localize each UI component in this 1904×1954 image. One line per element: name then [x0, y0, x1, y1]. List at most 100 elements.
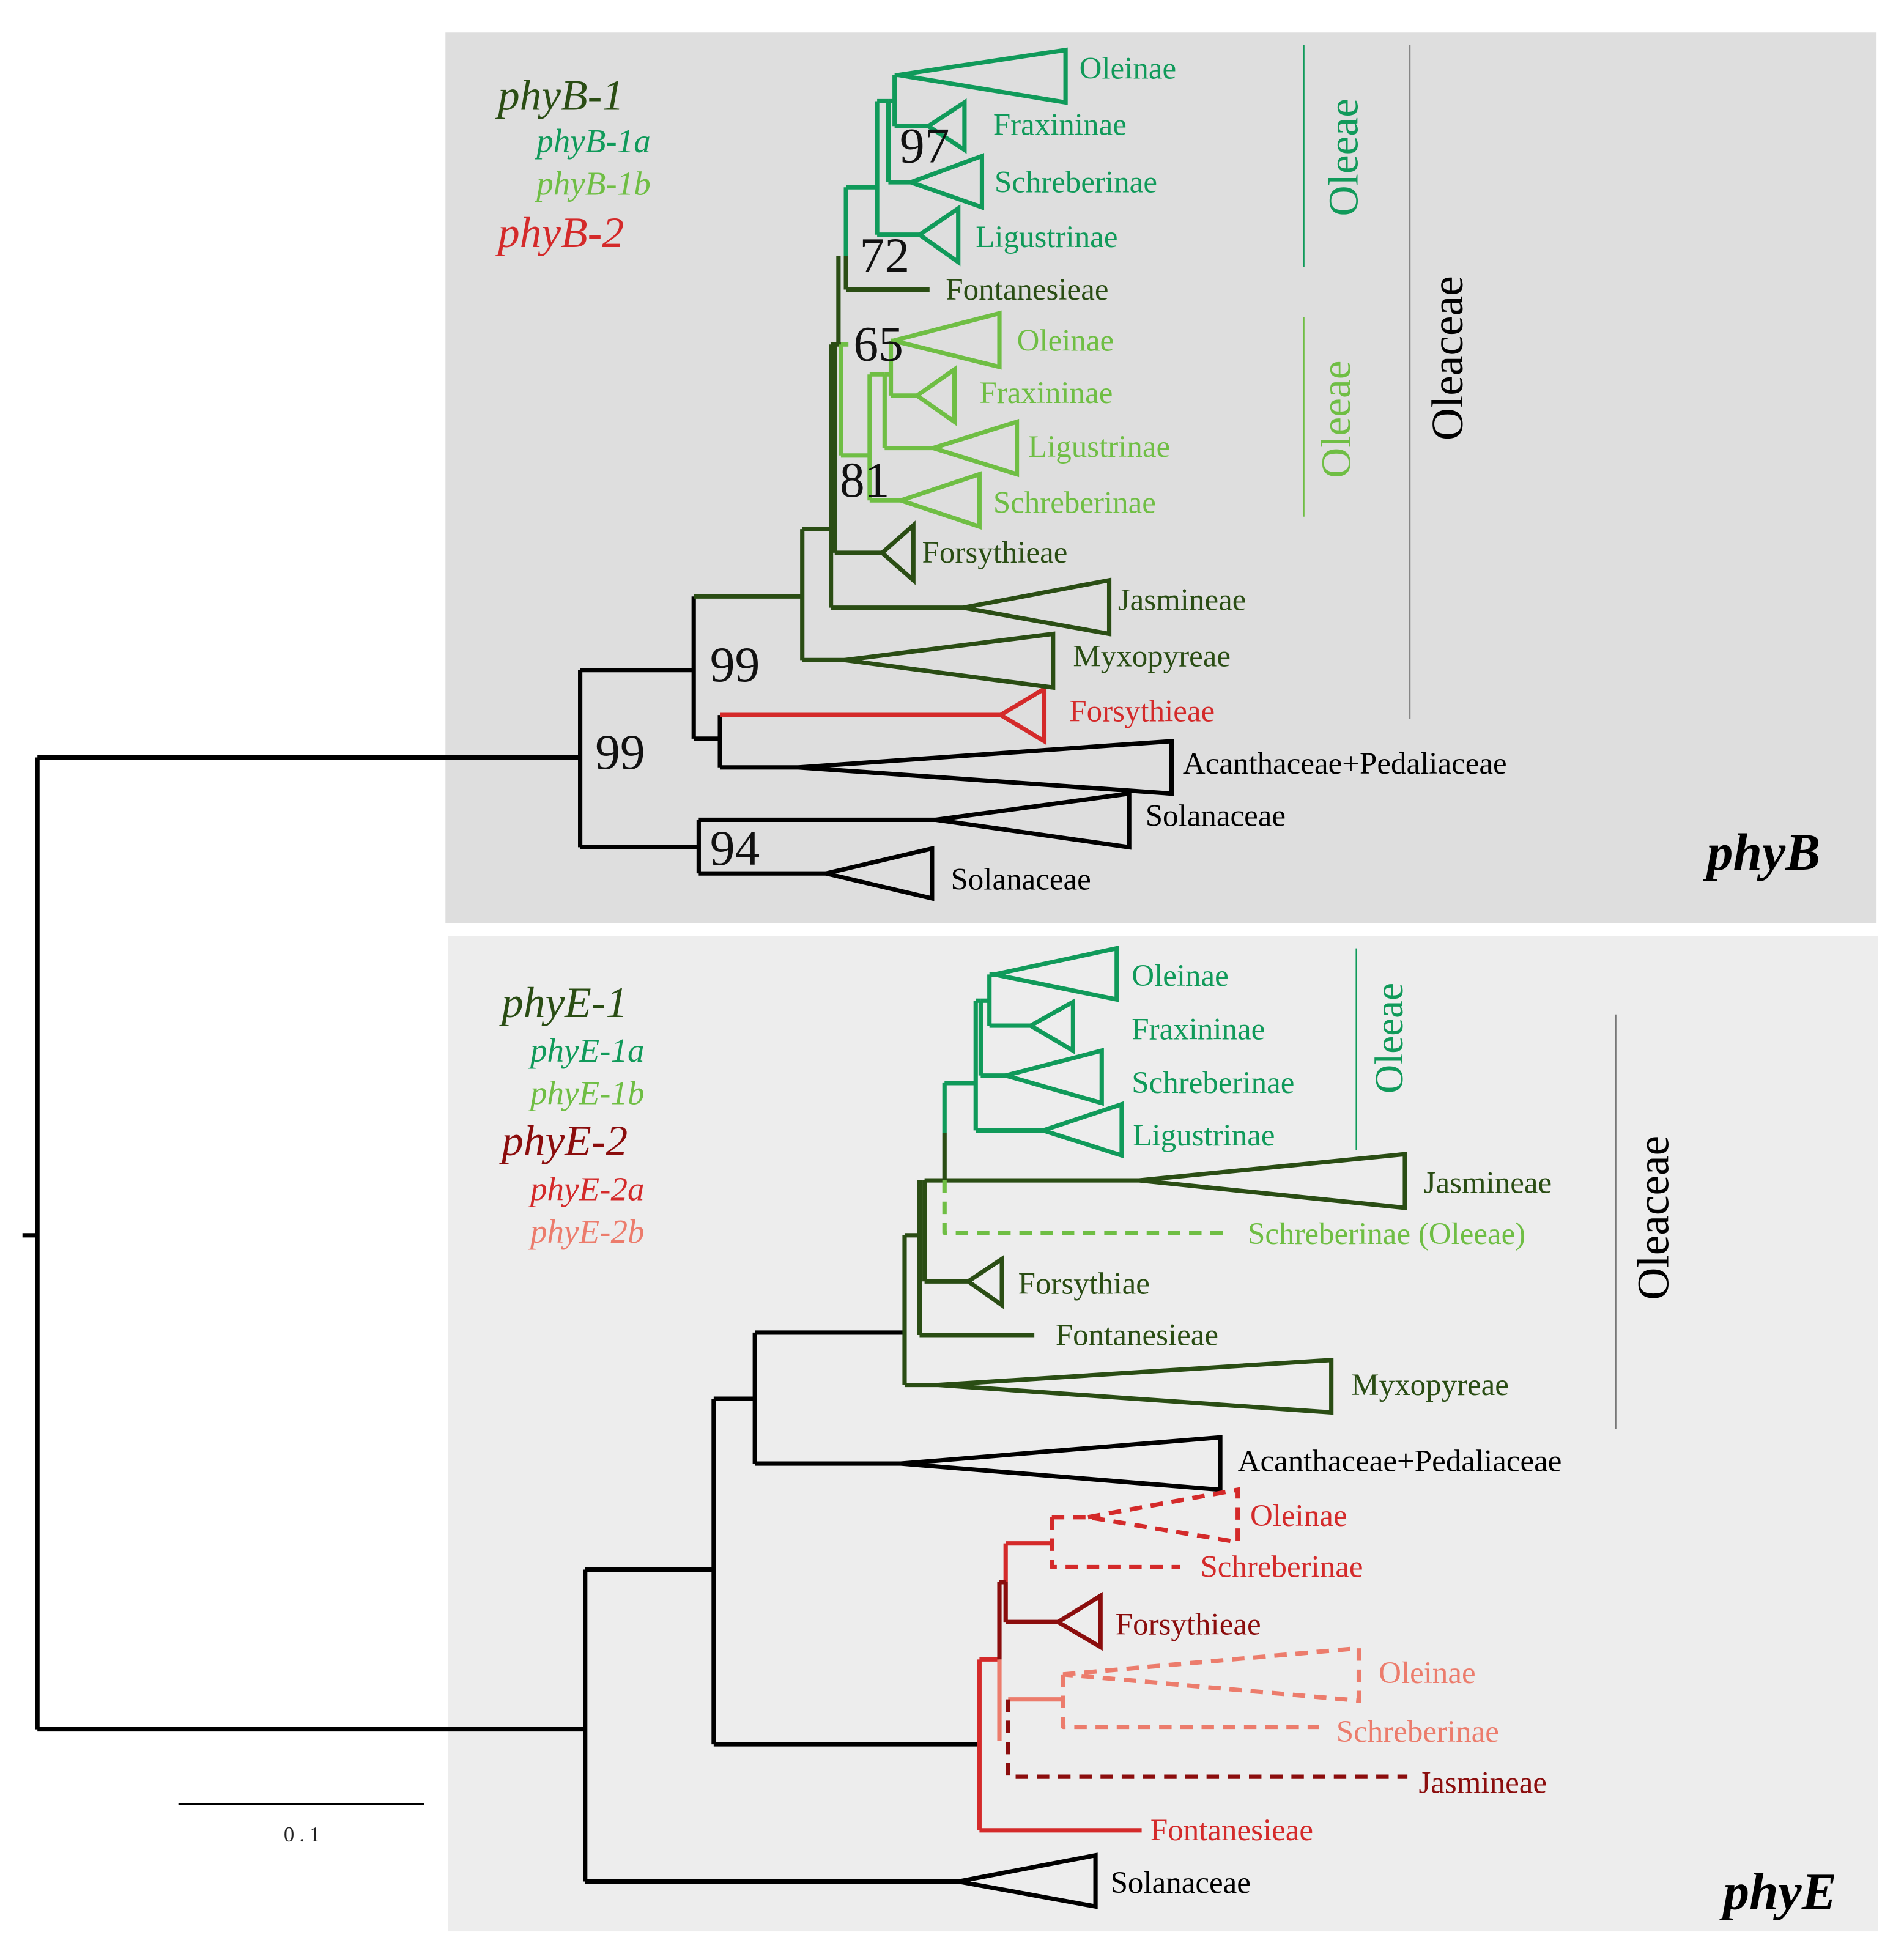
bootstrap-65: 65	[853, 316, 903, 372]
phyB-1-branches	[694, 256, 963, 662]
tip-jasmineae-b: Jasmineae	[1118, 583, 1246, 618]
jasmineae-triangle	[963, 577, 1112, 637]
legend-phyB-1a: phyB-1a	[534, 122, 651, 160]
tip-forsythieae-b2: Forsythieae	[1069, 694, 1215, 728]
schreberinae-triangle-e1a	[997, 1048, 1104, 1106]
legend-phyE-2a: phyE-2a	[528, 1171, 645, 1208]
ligustrinae-triangle-b1b	[925, 418, 1020, 478]
legend-phyE-2: phyE-2	[498, 1117, 628, 1165]
tip-oleinae-e1a: Oleinae	[1132, 959, 1229, 993]
tip-fontanesieae-e1: Fontanesieae	[1056, 1318, 1218, 1352]
phyE-black-triangles	[900, 1435, 1223, 1909]
tip-fraxininae-b1a: Fraxininae	[993, 108, 1127, 142]
fraxininae-triangle-b1a	[924, 98, 967, 154]
tip-ligustrinae-b1a: Ligustrinae	[976, 220, 1117, 254]
phyE-2a-dashed-branches	[1050, 1515, 1180, 1569]
bootstrap-94: 94	[710, 820, 760, 876]
tip-fraxininae-e1a: Fraxininae	[1132, 1012, 1265, 1046]
phyB-1a-branches	[843, 73, 928, 256]
phyB-panel-background	[445, 32, 1877, 923]
bootstrap-99-a: 99	[710, 637, 760, 692]
tip-acanthaceae-b: Acanthaceae+Pedaliaceae	[1183, 747, 1507, 781]
tip-schreberinae-e2a: Schreberinae	[1200, 1550, 1363, 1585]
phyE-2-dark-branches	[997, 1580, 1058, 1660]
phyE-panel-title: phyE	[1719, 1862, 1837, 1920]
phyB-1a-triangles	[898, 47, 1068, 267]
tip-ligustrinae-e1a: Ligustrinae	[1133, 1119, 1275, 1153]
schreberinae-triangle-b1a	[904, 153, 985, 210]
root-branches	[22, 755, 585, 1732]
phyE-2-branches	[977, 1541, 1142, 1833]
bootstrap-97: 97	[900, 117, 950, 173]
oleeae-bracket-label-e: Oleeae	[1368, 983, 1412, 1094]
tip-jasmineae-e1: Jasmineae	[1424, 1166, 1552, 1200]
jasmineae-dashed-branch-e2	[1006, 1699, 1408, 1779]
oleeae-bracket-label-b1b: Oleeae	[1313, 360, 1360, 478]
phyE-panel-background	[448, 936, 1878, 1932]
legend-phyB-2: phyB-2	[495, 209, 624, 257]
phyE-1b-dashed-branch	[942, 1180, 1229, 1235]
scale-bar: 0.1	[178, 1802, 424, 1846]
tip-fontanesieae-b: Fontanesieae	[946, 273, 1108, 307]
tip-forsythieae-b1: Forsythieae	[922, 536, 1068, 570]
schreberinae-triangle-b1b	[894, 471, 982, 530]
oleinae-triangle-e2a	[1087, 1487, 1240, 1545]
forsythieae-triangle-e2	[1053, 1591, 1103, 1651]
acanthaceae-triangle-e	[900, 1435, 1223, 1492]
bootstrap-72: 72	[860, 228, 910, 283]
phyE-black-branches	[583, 1330, 980, 1884]
tip-schreberinae-b1b: Schreberinae	[993, 486, 1156, 520]
tip-fontanesieae-e2: Fontanesieae	[1150, 1813, 1313, 1848]
tip-schreberinae-e1a: Schreberinae	[1132, 1066, 1294, 1100]
oleinae-triangle-e2b	[1062, 1646, 1361, 1703]
tip-solanaceae-e: Solanaceae	[1111, 1866, 1251, 1900]
tip-forsythiae-e1: Forsythiae	[1018, 1267, 1150, 1301]
oleinae-triangle-e1a	[994, 946, 1119, 1002]
tip-oleinae-b1a: Oleinae	[1080, 52, 1177, 86]
oleinae-triangle-b1a	[898, 47, 1068, 105]
oleinae-triangle-b1b	[892, 310, 1002, 370]
myxopyreae-triangle	[844, 631, 1056, 690]
phyE-1a-triangles	[994, 946, 1124, 1159]
phyB2-forsythieae-triangle	[996, 684, 1047, 746]
tip-jasmineae-e2: Jasmineae	[1418, 1766, 1547, 1800]
tip-fraxininae-b1b: Fraxininae	[979, 376, 1113, 410]
tip-oleinae-e2a: Oleinae	[1250, 1499, 1347, 1533]
tip-myxopyreae-b: Myxopyreae	[1073, 640, 1231, 674]
oleaceae-bracket-label-b: Oleaceae	[1423, 276, 1472, 440]
tip-ligustrinae-b1b: Ligustrinae	[1028, 430, 1170, 464]
tip-schreberinae-b1a: Schreberinae	[995, 165, 1157, 199]
scale-bar-label: 0.1	[284, 1823, 325, 1846]
tip-myxopyreae-e1: Myxopyreae	[1351, 1368, 1509, 1402]
phyB-1b-triangles	[892, 310, 1020, 530]
solanaceae-clade-triangle-1	[935, 791, 1132, 850]
phyE-1a-branches	[942, 972, 1043, 1133]
phyE-tree: Oleinae Fraxininae Schreberinae Ligustri…	[498, 946, 1837, 1920]
forsythieae-triangle	[878, 520, 916, 585]
phyE-2b-dashed-branches	[1061, 1674, 1319, 1730]
fraxininae-triangle-b1b	[913, 365, 957, 426]
phyB-1-triangles	[844, 520, 1112, 690]
forsythiae-triangle-e	[964, 1254, 1004, 1309]
phyE-1-branches	[902, 1133, 1139, 1388]
phyB-black-branches	[578, 596, 936, 876]
tip-oleinae-e2b: Oleinae	[1379, 1656, 1476, 1690]
legend-phyE-2b: phyE-2b	[528, 1213, 645, 1250]
acanthaceae-clade-triangle	[798, 739, 1174, 796]
tip-schreberinae-oleeae-e1b: Schreberinae (Oleeae)	[1248, 1217, 1525, 1251]
legend-phyE-1b: phyE-1b	[528, 1075, 645, 1112]
phyB-panel-title: phyB	[1703, 823, 1821, 881]
legend-phyE-1a: phyE-1a	[528, 1032, 645, 1069]
tip-schreberinae-e2b: Schreberinae	[1336, 1715, 1499, 1749]
bootstrap-81: 81	[840, 452, 890, 508]
ligustrinae-triangle-b1a	[916, 204, 961, 267]
jasmineae-triangle-e	[1139, 1152, 1407, 1210]
solanaceae-clade-triangle-2	[825, 845, 935, 901]
solanaceae-triangle-e	[958, 1852, 1098, 1909]
ligustrinae-triangle-e1a	[1035, 1101, 1124, 1159]
tip-solanaceae-b1: Solanaceae	[1146, 799, 1286, 834]
phyE-1-triangles	[938, 1152, 1407, 1415]
phyB-1b-branches	[839, 338, 933, 503]
oleaceae-bracket-label-e: Oleaceae	[1628, 1136, 1678, 1300]
